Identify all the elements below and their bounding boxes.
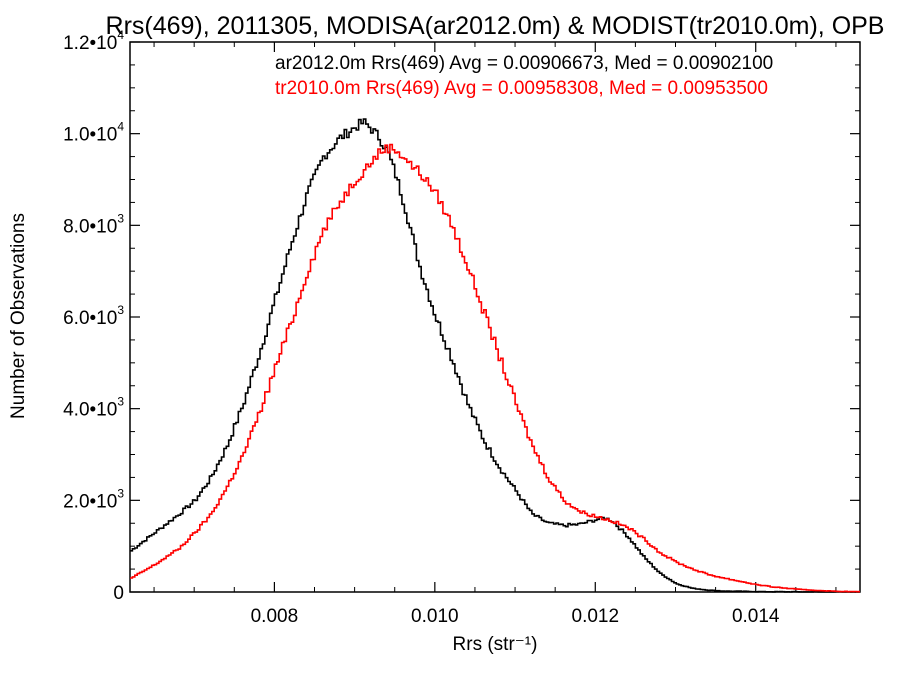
plot-frame [129, 41, 861, 593]
y-tick-label: 2.0•103 [63, 486, 124, 512]
chart-title: Rrs(469), 2011305, MODISA(ar2012.0m) & M… [106, 12, 885, 40]
y-tick-label: 1.0•104 [63, 120, 124, 146]
series-ar2012-line [130, 118, 860, 593]
x-axis-label: Rrs (str⁻¹) [453, 634, 538, 655]
plot-border [129, 41, 861, 593]
y-tick-label: 4.0•103 [63, 395, 124, 421]
legend-entry: tr2010.0m Rrs(469) Avg = 0.00958308, Med… [275, 78, 768, 99]
series-group [130, 118, 860, 593]
y-tick-label: 8.0•103 [63, 211, 124, 237]
x-tick-label: 0.014 [732, 606, 780, 627]
legend-entry: ar2012.0m Rrs(469) Avg = 0.00906673, Med… [275, 53, 773, 74]
x-tick-label: 0.008 [251, 606, 299, 627]
x-tick-label: 0.010 [411, 606, 459, 627]
y-tick-label: 0 [113, 583, 124, 604]
y-tick-label: 1.2•104 [63, 28, 124, 54]
x-tick-label: 0.012 [572, 606, 620, 627]
y-axis: 0 2.0•103 4.0•103 6.0•103 8.0•103 1.0•104 1.2•… [63, 28, 860, 604]
legend: ar2012.0m Rrs(469) Avg = 0.00906673, Med… [275, 53, 773, 99]
series-tr2010-line [130, 143, 860, 593]
x-axis: 0.008 0.010 0.012 0.014 [153, 42, 837, 627]
y-axis-label: Number of Observations [8, 213, 29, 419]
y-tick-label: 6.0•103 [63, 303, 124, 329]
